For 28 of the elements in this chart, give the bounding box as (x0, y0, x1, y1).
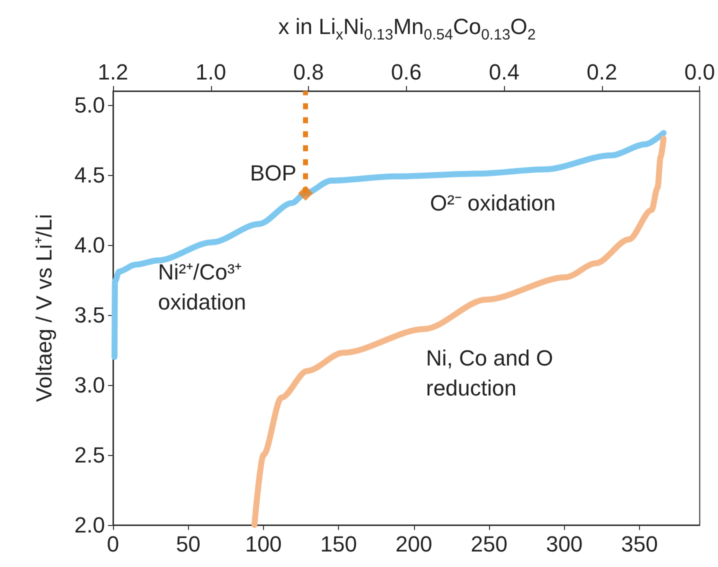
x2-tick-label: 0.0 (684, 60, 716, 84)
y-tick-label: 3.0 (74, 372, 105, 398)
x2-tick-label: 0.4 (488, 60, 520, 84)
x-tick-label: 300 (546, 532, 583, 556)
annotation: O²⁻ oxidation (430, 190, 556, 216)
x-tick-label: 200 (396, 532, 432, 556)
y-axis-title: Voltaeg / V vs Li⁺/Li (32, 214, 56, 402)
annotation: Ni, Co and O reduction (426, 346, 554, 400)
x-tick-label: 350 (621, 532, 658, 556)
y-tick-label: 3.5 (74, 302, 105, 328)
x-tick-label: 250 (470, 532, 508, 556)
x-tick-label: 100 (245, 532, 282, 556)
x2-tick-label: 1.2 (98, 60, 128, 84)
x2-tick-label: 0.6 (391, 60, 422, 84)
x-tick-label: 50 (176, 532, 200, 556)
x2-tick-label: 1.0 (195, 60, 226, 84)
y-tick-label: 2.5 (74, 442, 105, 468)
text: x in Li$_{x}$Ni$_{0.13}$Mn$_{0.54}$Co$_{0.13}$O$_{2}$ (278, 14, 536, 44)
annotation: Ni²⁺/Co³⁺ oxidation (158, 260, 246, 314)
y-tick-label: 5.0 (74, 92, 105, 118)
y-tick-label: 4.5 (74, 162, 105, 188)
x2-tick-label: 0.2 (586, 60, 618, 84)
x-tick-label: 0 (106, 532, 120, 556)
y-tick-label: 4.0 (74, 232, 105, 258)
y-tick-label: 2.0 (74, 512, 105, 538)
x2-tick-label: 0.8 (293, 60, 324, 84)
annotation: BOP (250, 160, 296, 186)
x-tick-label: 150 (320, 532, 358, 556)
